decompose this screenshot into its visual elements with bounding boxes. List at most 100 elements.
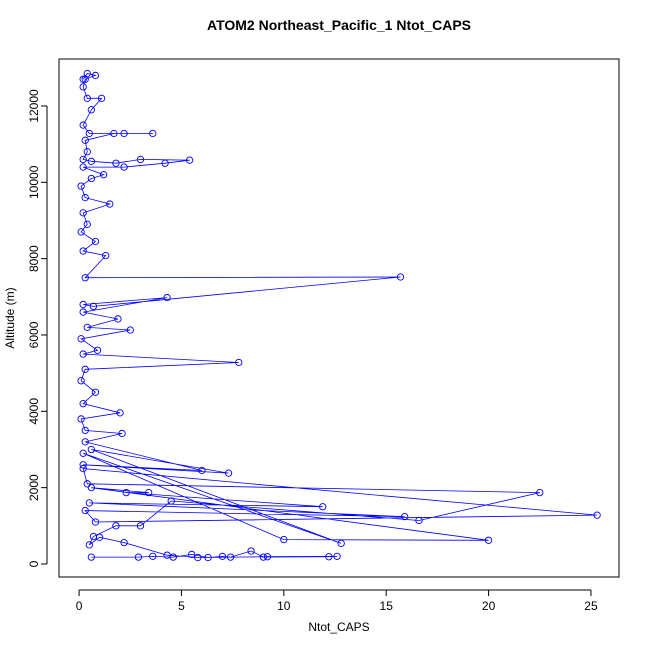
- data-point: [79, 308, 87, 316]
- data-point: [83, 480, 91, 488]
- data-point: [99, 171, 108, 179]
- data-point: [126, 326, 134, 334]
- data-point: [400, 513, 409, 521]
- data-point: [77, 182, 85, 190]
- y-tick-label: 8000: [27, 245, 41, 272]
- data-point: [263, 553, 272, 561]
- data-point: [116, 409, 124, 417]
- y-tick-label: 2000: [27, 474, 41, 501]
- data-point: [87, 445, 96, 454]
- data-point: [185, 156, 194, 164]
- data-point: [149, 552, 157, 561]
- x-tick-label: 10: [277, 599, 291, 613]
- data-point: [163, 551, 171, 559]
- data-point: [79, 121, 87, 129]
- data-point: [167, 497, 175, 505]
- data-point: [247, 547, 255, 555]
- data-point: [83, 69, 91, 78]
- data-point: [79, 163, 87, 171]
- data-point: [83, 94, 91, 102]
- data-point: [85, 541, 93, 549]
- data-point: [120, 163, 128, 171]
- x-tick-label: 5: [178, 599, 185, 613]
- data-point: [81, 438, 89, 446]
- data-point: [79, 464, 87, 473]
- data-point: [484, 536, 493, 544]
- data-point: [114, 315, 122, 323]
- data-point: [333, 552, 341, 561]
- data-point: [79, 209, 87, 217]
- x-axis-label: Ntot_CAPS: [308, 620, 369, 634]
- data-point: [110, 129, 118, 138]
- x-tick-label: 20: [482, 599, 496, 613]
- data-point: [198, 466, 206, 475]
- data-point: [91, 71, 100, 80]
- data-point: [77, 335, 85, 343]
- y-tick-label: 12000: [27, 89, 41, 123]
- data-point: [79, 83, 87, 91]
- data-point: [122, 488, 130, 497]
- data-point: [83, 148, 91, 156]
- data-point: [81, 193, 89, 202]
- y-axis-label: Altitude (m): [3, 287, 17, 348]
- data-point: [325, 553, 333, 561]
- x-tick-label: 15: [380, 599, 394, 613]
- data-point: [118, 429, 126, 438]
- data-point: [120, 129, 128, 138]
- data-point: [81, 136, 89, 144]
- data-point: [79, 247, 87, 255]
- x-tick-label: 25: [584, 599, 598, 613]
- data-point: [112, 159, 120, 167]
- data-point: [81, 506, 89, 515]
- y-tick-label: 6000: [27, 321, 41, 348]
- data-point: [79, 461, 87, 469]
- data-point: [163, 293, 171, 302]
- data-point: [415, 516, 423, 525]
- data-point: [226, 553, 235, 561]
- data-point: [85, 129, 93, 138]
- data-point: [83, 220, 91, 228]
- data-point: [85, 499, 93, 507]
- data-point: [77, 228, 85, 236]
- data-point: [79, 350, 87, 358]
- data-point: [91, 388, 100, 396]
- data-point: [280, 535, 288, 544]
- data-point: [235, 358, 243, 367]
- y-tick-label: 10000: [27, 165, 41, 199]
- data-point: [136, 522, 145, 530]
- data-point: [81, 426, 89, 435]
- data-point: [83, 323, 91, 332]
- data-point: [218, 552, 227, 561]
- data-point: [149, 129, 157, 138]
- data-point: [259, 553, 267, 561]
- data-point: [536, 488, 544, 497]
- data-point: [81, 274, 89, 282]
- data-point: [194, 553, 202, 562]
- data-point: [319, 503, 327, 511]
- data-point: [87, 157, 96, 165]
- data-point: [112, 522, 120, 530]
- data-point: [102, 251, 110, 260]
- data-point: [593, 511, 601, 519]
- y-tick-label: 0: [27, 560, 41, 567]
- data-point: [77, 415, 85, 423]
- y-tick-label: 4000: [27, 398, 41, 425]
- x-tick-label: 0: [76, 599, 83, 613]
- data-point: [79, 75, 87, 83]
- data-point: [136, 155, 145, 164]
- chart-title: ATOM2 Northeast_Pacific_1 Ntot_CAPS: [207, 17, 471, 33]
- data-point: [161, 159, 169, 167]
- data-point: [89, 532, 98, 541]
- data-point: [188, 550, 196, 559]
- data-point: [224, 469, 233, 477]
- data-point: [396, 273, 405, 281]
- data-point: [81, 365, 89, 373]
- data-point: [145, 488, 153, 497]
- data-point: [79, 449, 87, 457]
- data-point: [97, 94, 106, 102]
- data-point: [91, 237, 100, 246]
- plot-box: [58, 58, 620, 578]
- data-point: [79, 300, 87, 309]
- data-point: [93, 346, 102, 354]
